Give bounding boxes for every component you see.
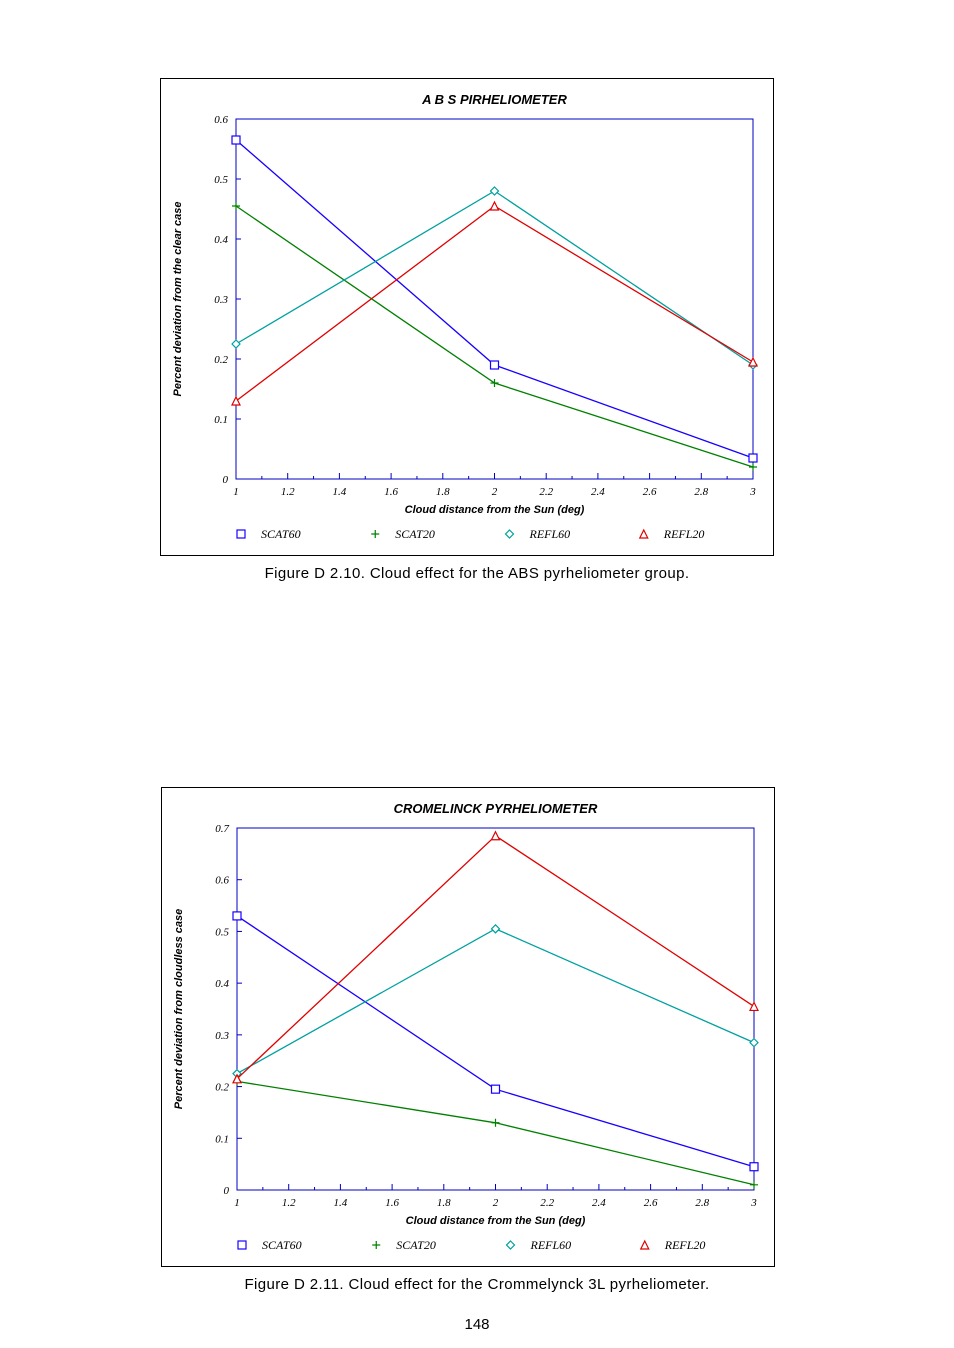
caption-figure-d-2-10: Figure D 2.10. Cloud effect for the ABS … — [0, 565, 954, 582]
y-tick-label: 0.6 — [214, 114, 228, 126]
y-axis-label: Percent deviation from the clear case — [172, 201, 184, 396]
x-tick-label: 2.4 — [592, 1197, 606, 1209]
y-tick-label: 0.4 — [215, 978, 229, 990]
x-axis-label: Cloud distance from the Sun (deg) — [406, 1215, 586, 1227]
y-tick-label: 0.6 — [215, 875, 229, 887]
chart-abs-pirheliometer: A B S PIRHELIOMETER 0 0.1 0.2 0.3 0.4 0.5 0.6 1 1… — [160, 78, 774, 556]
x-tick-label: 3 — [750, 1197, 757, 1209]
x-tick-label: 2 — [493, 1197, 499, 1209]
x-tick-label: 2.4 — [591, 486, 605, 498]
legend-label-scat60: SCAT60 — [261, 527, 301, 541]
y-tick-label: 0.3 — [214, 294, 228, 306]
legend-label-scat20: SCAT20 — [396, 1238, 436, 1252]
y-tick-label: 0.3 — [215, 1030, 229, 1042]
x-tick-label: 2.6 — [643, 486, 657, 498]
chart-title: CROMELINCK PYRHELIOMETER — [394, 801, 598, 816]
chart-cromelinck-pyrheliometer: CROMELINCK PYRHELIOMETER 0 0.1 0.2 0.3 0.4 0.5… — [161, 787, 775, 1267]
x-tick-label: 2.2 — [539, 486, 553, 498]
page-number: 148 — [0, 1316, 954, 1333]
legend-label-scat60: SCAT60 — [262, 1238, 302, 1252]
x-tick-label: 1 — [233, 486, 239, 498]
y-tick-label: 0.5 — [215, 926, 229, 938]
x-tick-label: 1.4 — [333, 486, 347, 498]
x-tick-label: 2.8 — [694, 486, 708, 498]
x-axis-label: Cloud distance from the Sun (deg) — [405, 504, 585, 516]
plot-area — [236, 119, 753, 479]
y-tick-label: 0 — [224, 1185, 230, 1197]
x-tick-label: 1.8 — [437, 1197, 451, 1209]
legend-label-refl60: REFL60 — [529, 527, 571, 541]
y-tick-label: 0.2 — [214, 354, 228, 366]
x-tick-label: 1.2 — [282, 1197, 296, 1209]
x-tick-label: 1.6 — [384, 486, 398, 498]
chart-title: A B S PIRHELIOMETER — [421, 92, 567, 107]
y-tick-label: 0.2 — [215, 1082, 229, 1094]
y-tick-label: 0.1 — [215, 1133, 229, 1145]
y-tick-label: 0.4 — [214, 234, 228, 246]
legend-label-refl20: REFL20 — [664, 1238, 706, 1252]
x-tick-label: 1.4 — [334, 1197, 348, 1209]
x-tick-label: 1 — [234, 1197, 240, 1209]
x-tick-label: 1.6 — [385, 1197, 399, 1209]
page: A B S PIRHELIOMETER 0 0.1 0.2 0.3 0.4 0.5 0.6 1 1… — [0, 0, 954, 1348]
y-tick-label: 0.5 — [214, 174, 228, 186]
x-tick-label: 2.6 — [644, 1197, 658, 1209]
x-tick-label: 2.8 — [695, 1197, 709, 1209]
x-tick-label: 1.8 — [436, 486, 450, 498]
legend-label-refl60: REFL60 — [530, 1238, 572, 1252]
legend-label-refl20: REFL20 — [663, 527, 705, 541]
x-tick-label: 2.2 — [540, 1197, 554, 1209]
legend-label-scat20: SCAT20 — [395, 527, 435, 541]
caption-figure-d-2-11: Figure D 2.11. Cloud effect for the Crom… — [0, 1276, 954, 1293]
x-tick-label: 2 — [492, 486, 498, 498]
y-tick-label: 0.1 — [214, 414, 228, 426]
y-tick-label: 0.7 — [215, 823, 229, 835]
x-tick-label: 1.2 — [281, 486, 295, 498]
y-axis-label: Percent deviation from cloudless case — [173, 909, 185, 1110]
y-tick-label: 0 — [223, 474, 229, 486]
x-tick-label: 3 — [749, 486, 756, 498]
